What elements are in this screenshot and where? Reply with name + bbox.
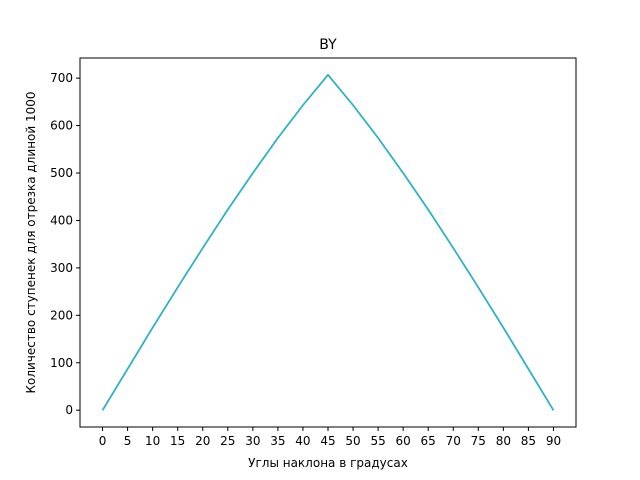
y-tick-label: 0 [65,403,73,417]
y-tick-label: 200 [50,308,73,322]
x-axis: 0 5 10 15 20 25 30 35 40 45 50 55 60 65 70 75 80 85 90 [99,427,561,448]
x-tick-label: 0 [99,434,107,448]
y-tick-label: 100 [50,356,73,370]
plot-frame [79,57,577,428]
y-axis-label: Количество ступенек для отрезка длиной 1… [24,91,38,393]
y-tick-label: 300 [50,261,73,275]
y-tick-label: 500 [50,166,73,180]
x-tick-label: 55 [370,434,385,448]
series-line-1 [101,74,555,411]
series-layer [101,74,555,411]
chart-title: BY [319,37,337,53]
x-tick-label: 15 [170,434,185,448]
y-tick-label: 400 [50,213,73,227]
x-tick-label: 75 [471,434,486,448]
x-tick-label: 65 [421,434,436,448]
y-axis: 0 100 200 300 400 500 600 700 [50,71,80,417]
series-line-3 [101,74,555,411]
x-tick-label: 25 [220,434,235,448]
x-tick-label: 70 [446,434,461,448]
x-tick-label: 50 [345,434,360,448]
x-tick-label: 85 [521,434,536,448]
x-axis-label: Углы наклона в градусах [248,456,408,470]
x-tick-label: 60 [396,434,411,448]
series-line-2 [101,74,555,411]
x-tick-label: 30 [245,434,260,448]
x-tick-label: 5 [124,434,132,448]
x-tick-label: 10 [145,434,160,448]
x-tick-label: 20 [195,434,210,448]
x-tick-label: 40 [295,434,310,448]
y-tick-label: 600 [50,119,73,133]
x-tick-label: 35 [270,434,285,448]
x-tick-label: 90 [546,434,561,448]
x-tick-label: 80 [496,434,511,448]
x-tick-label: 45 [320,434,335,448]
y-tick-label: 700 [50,71,73,85]
